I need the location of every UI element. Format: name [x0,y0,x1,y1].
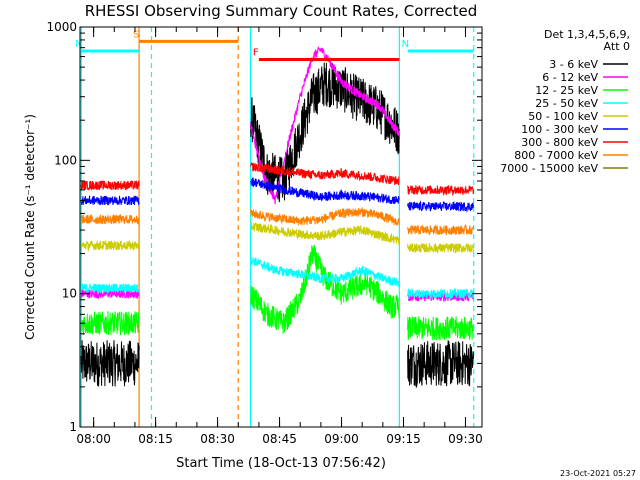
plot-area: S N N F 1 10 100 1000 08:00 08:15 08:30 08:45 09:00 0… [46,20,482,446]
x-tick-label-1: 08:15 [138,432,173,446]
flag-label-0: S [133,29,139,40]
x-axis-label: Start Time (18-Oct-13 07:56:42) [176,456,386,471]
x-tick-label-2: 08:30 [200,432,235,446]
series-line-2 [80,244,474,341]
series-line-5 [80,177,474,213]
footer-date: 23-Oct-2021 05:27 [560,469,636,478]
y-tick-label-3: 1000 [46,20,77,34]
y-tick-label-1: 10 [62,287,77,301]
legend-label-3: 25 - 50 keV [535,97,598,110]
series-line-3 [80,255,474,301]
flag-label-1: N [75,39,82,50]
legend-label-5: 100 - 300 keV [521,123,598,136]
flag-label-3: F [253,48,259,59]
legend-header-1: Att 0 [604,40,630,53]
legend-label-1: 6 - 12 keV [542,71,598,84]
series-line-7 [80,207,474,236]
legend-header-0: Det 1,3,4,5,6,9, [544,28,630,41]
y-axis-label: Corrected Count Rate (s⁻¹ detector⁻¹) [23,114,37,340]
chart-title: RHESSI Observing Summary Count Rates, Co… [85,2,478,20]
legend-label-4: 50 - 100 keV [528,110,598,123]
series-line-0 [80,62,474,389]
plot-frame [79,26,483,428]
flag-label-2: N [402,39,409,50]
x-tick-label-3: 08:45 [262,432,297,446]
x-tick-label-0: 08:00 [76,432,111,446]
legend-label-8: 7000 - 15000 keV [500,162,598,175]
legend-label-7: 800 - 7000 keV [514,149,598,162]
x-tick-label-5: 09:15 [386,432,421,446]
y-tick-label-2: 100 [54,153,77,167]
legend-label-2: 12 - 25 keV [535,84,598,97]
series-line-4 [80,220,474,254]
legend-label-6: 300 - 800 keV [521,136,598,149]
x-tick-label-4: 09:00 [324,432,359,446]
legend-label-0: 3 - 6 keV [549,58,598,71]
x-tick-label-6: 09:30 [448,432,483,446]
y-tick-label-0: 1 [69,420,77,434]
series-line-6 [80,162,474,197]
